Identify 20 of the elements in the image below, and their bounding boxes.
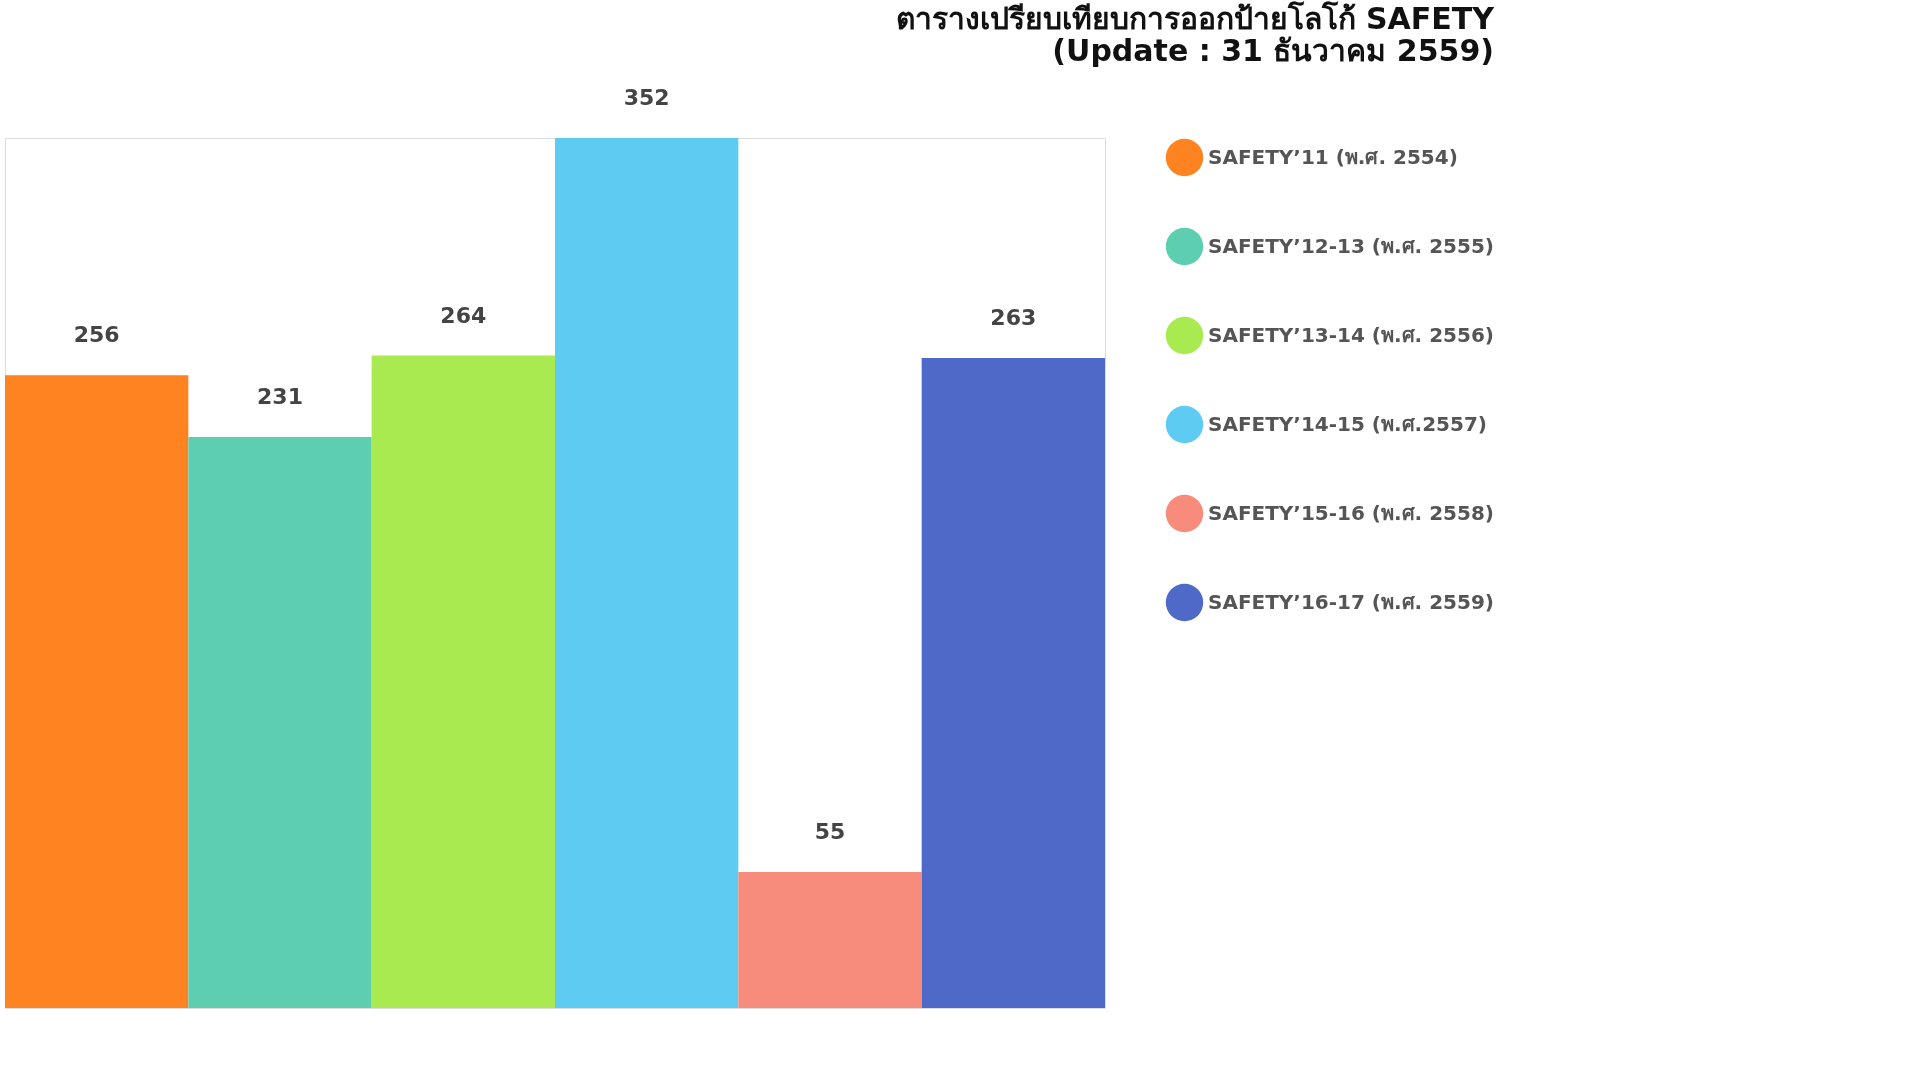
legend-label: SAFETY’15-16 (พ.ศ. 2558) — [1208, 500, 1494, 525]
text: (Update : 31 ธันวาคม 2559) — [1052, 33, 1494, 68]
legend-label: SAFETY’16-17 (พ.ศ. 2559) — [1208, 589, 1494, 614]
bar — [5, 375, 189, 1008]
legend-label: SAFETY’14-15 (พ.ศ.2557) — [1208, 411, 1487, 436]
data-label: 55 — [814, 819, 846, 845]
bar — [371, 355, 555, 1008]
legend-label: SAFETY’11 (พ.ศ. 2554) — [1208, 144, 1458, 169]
legend-label: SAFETY’13-14 (พ.ศ. 2556) — [1208, 322, 1494, 347]
bar — [738, 872, 922, 1008]
text: ตารางเปรียบเทียบการออกป้ายโลโก้ SAFETY — [895, 1, 1494, 36]
data-label: 231 — [257, 384, 303, 410]
data-label: 352 — [623, 85, 670, 110]
data-label: 264 — [440, 302, 487, 328]
data-label: 256 — [73, 322, 120, 348]
bar — [188, 437, 372, 1008]
bar — [921, 357, 1105, 1008]
bar — [555, 138, 739, 1008]
data-label: 263 — [990, 304, 1037, 330]
legend-label: SAFETY’12-13 (พ.ศ. 2555) — [1208, 233, 1494, 258]
